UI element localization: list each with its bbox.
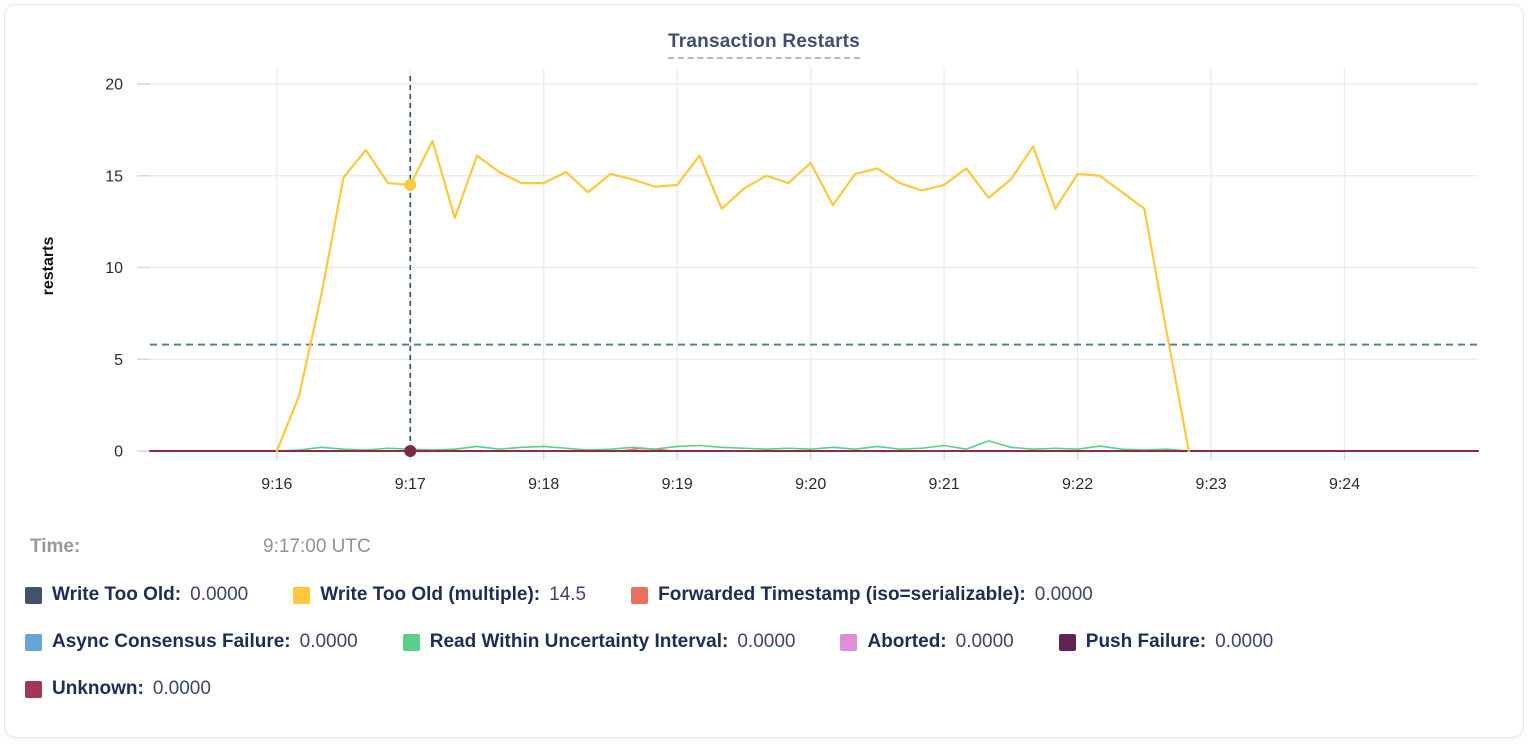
legend-swatch: [631, 586, 649, 604]
legend-swatch: [1058, 633, 1076, 651]
y-axis-label: restarts: [40, 237, 57, 296]
legend-label: Write Too Old:: [52, 584, 182, 605]
legend-item: Aborted: 0.0000: [840, 631, 1014, 653]
axes: 0 5 10 15 20 9:16 9:17 9:18 9:19 9:20 9:21 9:22 9:23…: [40, 77, 1360, 494]
chart-card: Transaction Restarts 0 5 10 15 20 9:16 9:17 9:1…: [4, 4, 1524, 738]
legend-label: Async Consensus Failure:: [52, 631, 291, 652]
x-tick-label: 9:20: [795, 476, 826, 493]
legend-label: Push Failure:: [1085, 631, 1207, 652]
legend-label: Aborted:: [867, 631, 947, 652]
hover-time-row: Time: 9:17:00 UTC: [30, 536, 1523, 558]
legend-item: Unknown: 0.0000: [25, 678, 211, 700]
chart-header: Transaction Restarts: [5, 31, 1523, 59]
series-line-write-too-old-multiple: [275, 139, 1190, 453]
legend-row: Unknown: 0.0000: [25, 678, 1503, 700]
x-tick-label: 9:16: [261, 476, 292, 493]
legend-item: Push Failure: 0.0000: [1058, 631, 1274, 653]
crosshair-dot: [404, 178, 417, 191]
legend-value: 14.5: [549, 584, 587, 605]
y-tick-label: 15: [105, 168, 123, 185]
time-value: 9:17:00 UTC: [263, 536, 371, 557]
y-tick-label: 0: [114, 444, 123, 461]
legend-value: 0.0000: [190, 584, 249, 605]
x-tick-label: 9:22: [1062, 476, 1093, 493]
legend-label: Read Within Uncertainty Interval:: [429, 631, 729, 652]
legend-value: 0.0000: [737, 631, 796, 652]
time-label: Time:: [30, 536, 81, 557]
x-tick-label: 9:21: [929, 476, 960, 493]
legend-value: 0.0000: [955, 631, 1014, 652]
y-tick-label: 5: [114, 352, 123, 369]
chart-title[interactable]: Transaction Restarts: [668, 31, 860, 59]
legend-item: Write Too Old (multiple): 14.5: [293, 584, 586, 606]
transaction-restarts-chart[interactable]: 0 5 10 15 20 9:16 9:17 9:18 9:19 9:20 9:21 9:22 9:23…: [5, 59, 1524, 506]
crosshair: [404, 76, 417, 457]
legend-item: Forwarded Timestamp (iso=serializable): 0…: [631, 584, 1093, 606]
legend-swatch: [402, 633, 420, 651]
legend-swatch: [25, 633, 42, 651]
x-tick-label: 9:24: [1329, 476, 1360, 493]
legend-value: 0.0000: [299, 631, 358, 652]
x-tick-label: 9:17: [395, 476, 426, 493]
crosshair-dot: [404, 445, 417, 457]
legend-label: Unknown:: [52, 678, 144, 699]
y-tick-label: 20: [105, 77, 123, 94]
legend-row: Async Consensus Failure: 0.0000 Read Withi…: [25, 631, 1503, 653]
legend-row: Write Too Old: 0.0000 Write Too Old (multi…: [25, 584, 1503, 606]
legend-swatch: [840, 633, 858, 651]
series-line-read-within-uncertainty-interval: [275, 440, 1190, 452]
legend-label: Forwarded Timestamp (iso=serializable):: [658, 584, 1026, 605]
legend: Write Too Old: 0.0000 Write Too Old (multi…: [25, 584, 1503, 700]
legend-swatch: [25, 680, 42, 698]
x-tick-label: 9:18: [528, 476, 559, 493]
legend-item: Write Too Old: 0.0000: [25, 584, 248, 606]
legend-item: Async Consensus Failure: 0.0000: [25, 631, 358, 653]
legend-value: 0.0000: [1034, 584, 1093, 605]
legend-item: Read Within Uncertainty Interval: 0.0000: [402, 631, 796, 653]
gridlines: [150, 68, 1478, 452]
x-tick-label: 9:23: [1195, 476, 1226, 493]
y-tick-label: 10: [105, 260, 123, 277]
legend-value: 0.0000: [1215, 631, 1274, 652]
legend-swatch: [293, 586, 311, 604]
x-tick-label: 9:19: [662, 476, 693, 493]
legend-swatch: [25, 586, 42, 604]
legend-label: Write Too Old (multiple):: [320, 584, 541, 605]
legend-value: 0.0000: [152, 678, 211, 699]
